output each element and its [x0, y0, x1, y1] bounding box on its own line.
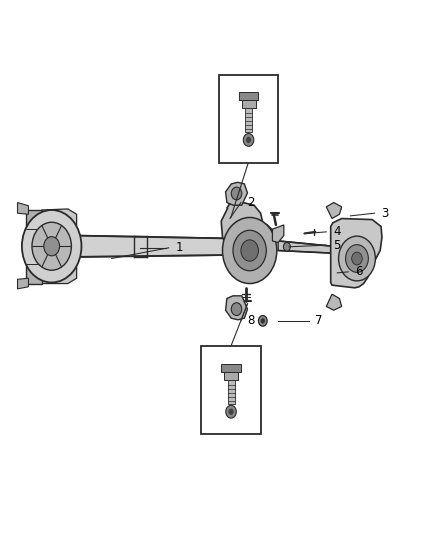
Circle shape: [339, 236, 375, 281]
Polygon shape: [221, 203, 276, 272]
Text: 7: 7: [315, 314, 323, 327]
Circle shape: [32, 222, 71, 270]
Circle shape: [241, 240, 258, 261]
Text: 3: 3: [381, 207, 389, 220]
Circle shape: [244, 134, 254, 147]
Circle shape: [283, 243, 290, 251]
Circle shape: [226, 405, 237, 418]
Polygon shape: [326, 203, 342, 219]
Bar: [201, 346, 261, 434]
Polygon shape: [222, 364, 241, 372]
Text: 2: 2: [247, 196, 255, 209]
Polygon shape: [226, 296, 247, 320]
Polygon shape: [331, 219, 382, 288]
Polygon shape: [272, 225, 284, 243]
Polygon shape: [42, 209, 77, 229]
Polygon shape: [18, 203, 28, 214]
Circle shape: [229, 408, 234, 415]
Polygon shape: [242, 100, 256, 108]
Circle shape: [352, 252, 362, 265]
Polygon shape: [245, 108, 252, 132]
Text: 1: 1: [175, 241, 183, 254]
Text: 6: 6: [355, 265, 362, 278]
Polygon shape: [42, 264, 77, 284]
Circle shape: [44, 237, 60, 256]
Circle shape: [231, 187, 242, 200]
Polygon shape: [278, 241, 333, 253]
Polygon shape: [326, 294, 342, 310]
Text: 4: 4: [333, 225, 340, 238]
Bar: [219, 75, 278, 163]
Polygon shape: [228, 379, 235, 404]
Polygon shape: [239, 92, 258, 100]
Circle shape: [258, 316, 267, 326]
Polygon shape: [226, 182, 247, 205]
Circle shape: [261, 318, 265, 324]
Polygon shape: [77, 236, 247, 257]
Circle shape: [231, 303, 242, 316]
Polygon shape: [18, 278, 28, 289]
Circle shape: [223, 217, 277, 284]
Polygon shape: [77, 236, 247, 257]
Polygon shape: [224, 372, 238, 379]
Circle shape: [233, 230, 266, 271]
Polygon shape: [26, 210, 42, 284]
Circle shape: [22, 210, 81, 282]
Text: 5: 5: [333, 239, 340, 252]
Circle shape: [246, 137, 251, 143]
Text: 8: 8: [247, 314, 255, 327]
Circle shape: [346, 245, 368, 272]
